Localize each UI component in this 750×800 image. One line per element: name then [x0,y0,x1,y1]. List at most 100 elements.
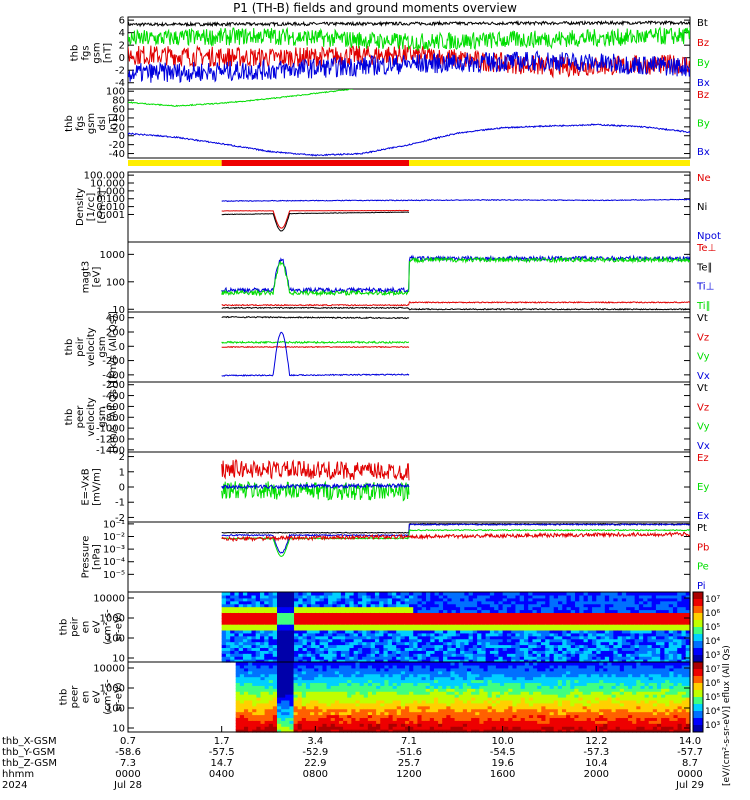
x-axis-row-label: 2024 [2,780,28,791]
y-axis-label: dsl [97,116,108,130]
y-tick-label: 10⁻² [103,532,125,543]
density-series-Ni [221,211,410,232]
y-tick-label: -40 [109,149,125,160]
fgs-series-Bx [128,50,690,84]
x-axis-value: 0000 [677,769,703,780]
fgs-series-Bt [128,19,690,28]
y-axis-label: thb [70,45,81,62]
y-axis-label: sr-eV) [114,682,125,711]
y-axis-label: gsm [97,336,108,357]
y-tick-label: 10⁻⁵ [103,570,125,581]
legend-Vy: Vy [697,422,710,433]
y-tick-label: 10 [112,654,125,665]
y-tick-label: 0.100 [96,194,125,205]
y-tick-label: 10⁻⁴ [103,557,125,568]
legend-Ti⊥: Ti⊥ [696,282,714,293]
y-tick-label: 0.010 [96,202,125,213]
x-axis-value: -51.6 [396,747,422,758]
y-axis-label: en [81,621,92,634]
y-tick-label: -600 [102,402,125,413]
density-series-Npot [221,198,690,203]
legend-Ni: Ni [697,202,707,213]
y-tick-label: 100 [106,87,125,98]
y-axis-label: eV [92,690,103,703]
legend-Vx: Vx [697,441,710,452]
density-series-Ne [221,209,410,229]
y-axis-label: [nT] [108,113,119,133]
y-tick-label: -1200 [96,434,125,445]
y-tick-label: -2 [115,66,125,77]
x-axis-value: 0.7 [120,736,136,747]
legend-Npot: Npot [697,231,721,242]
pressure-series-Pt [221,522,690,534]
colorbar-tick: 10⁶ [705,609,720,619]
legend-Bx: Bx [697,147,710,158]
y-tick-label: -200 [102,380,125,391]
fgs-series-By [128,26,690,52]
x-axis-value: 19.6 [491,758,514,769]
y-tick-label: 10.000 [90,179,125,190]
x-axis-value: -57.3 [583,747,610,758]
y-axis-label: thb [59,619,70,636]
y-tick-label: -1 [115,498,125,509]
legend-Vz: Vz [697,332,709,343]
fgs-dsl-series-Bx [128,123,690,157]
legend-Vx: Vx [697,371,710,382]
peir-series-Vx [221,331,410,377]
y-tick-label: 1 [119,467,125,478]
legend-Pt: Pt [697,523,707,534]
y-axis-label: sr-eV) [114,612,125,641]
y-axis-label: en [81,691,92,704]
x-axis-value: 22.9 [304,758,327,769]
y-tick-label: -20 [109,140,125,151]
y-tick-label: -2 [115,513,125,524]
y-axis-label: [nPa] [92,544,103,570]
y-tick-label: 0 [119,53,125,64]
density-frame [127,171,691,243]
y-tick-label: -400 [102,391,125,402]
y-tick-label: 1.000 [96,186,125,197]
x-axis-value: 2000 [583,769,610,780]
colorbar-tick: 10⁷ [705,595,720,605]
x-axis-value: 1200 [396,769,422,780]
y-tick-label: 0.001 [96,210,125,221]
y-tick-label: 1000 [100,684,125,695]
colorbar-tick: 10⁵ [705,623,720,633]
y-axis-label: gsm [86,113,97,134]
y-tick-label: 10⁻¹ [103,519,125,530]
legend-Ey: Ey [697,482,709,493]
colorbar-tick: 10³ [705,721,720,731]
y-axis-label: peir [75,336,86,356]
x-axis-value: 10.0 [491,736,514,747]
peir-series-Vz [221,345,410,349]
x-axis-value: -52.9 [302,747,329,758]
y-axis-label: Density [75,188,86,226]
y-tick-label: 10000 [93,594,125,605]
y-tick-label: 10 [112,305,125,316]
colorbar-tick: 10⁴ [705,637,720,647]
temp-series-Te⊥ [221,301,690,307]
y-tick-label: -4 [115,78,125,89]
y-tick-label: 100 [106,634,125,645]
y-axis-label: thb [64,115,75,132]
y-axis-label: thb [64,339,75,356]
legend-Ex: Ex [697,511,709,522]
x-axis-row-label: thb_Y-GSM [2,747,56,758]
x-axis-value: 1600 [489,769,516,780]
y-tick-label: 10000 [93,664,125,675]
peir-series-Vy [221,340,410,345]
peer-frame [127,381,691,453]
x-axis-row-label: thb_X-GSM [2,736,57,747]
colorbar-tick: 10⁷ [705,665,720,675]
y-axis-label: (cm²-s- [103,609,114,645]
y-tick-label: 100 [106,704,125,715]
y-axis-label: magt3 [81,261,92,294]
y-axis-label: [nT] [103,43,114,63]
x-axis-value: 0000 [115,769,141,780]
x-axis-value: Jul 29 [676,780,704,791]
colorbar-tick: 10³ [705,651,720,661]
y-axis-label: gsm [97,406,108,427]
y-tick-label: 6 [119,16,125,27]
y-axis-label: peir [70,616,81,636]
y-axis-label: peer [70,685,81,709]
